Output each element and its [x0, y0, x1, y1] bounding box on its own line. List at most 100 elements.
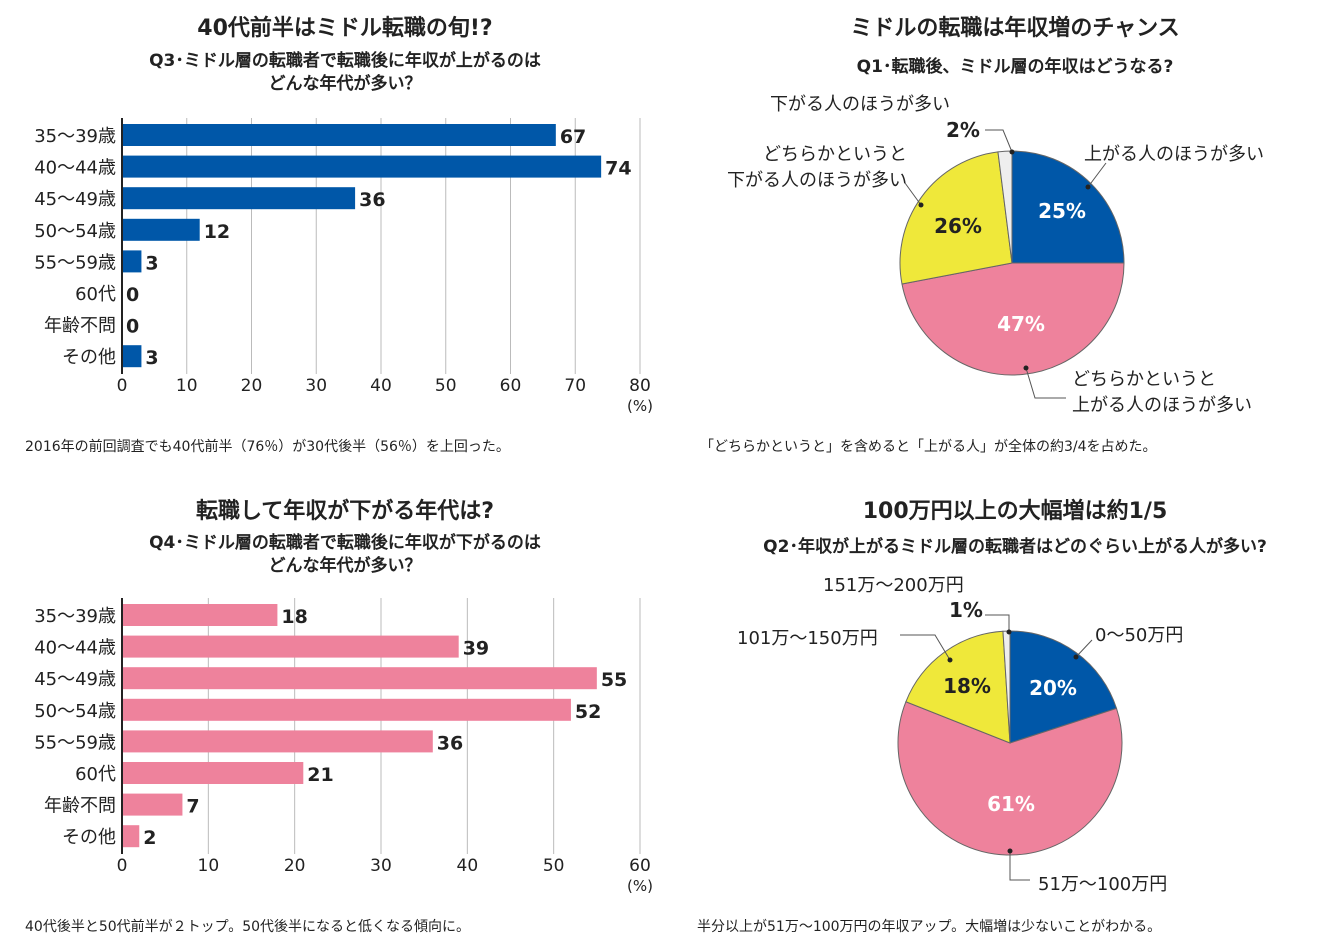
bar: [122, 345, 142, 368]
data-label: 3: [145, 347, 158, 369]
y-tick-label: 60代: [75, 284, 116, 305]
pie-slice: [1009, 630, 1118, 744]
y-tick-label: 35〜39歳: [34, 606, 116, 627]
y-tick-label: その他: [62, 347, 116, 368]
leader-line: [1009, 851, 1030, 881]
y-tick-label: 40〜44歳: [34, 638, 116, 659]
y-tick-label: 40〜44歳: [34, 158, 116, 179]
leader-line: [900, 634, 951, 661]
data-label: 39: [463, 638, 489, 660]
chart4-subtitle: Q2･年収が上がるミドル層の転職者はどのぐらい上がる人が多い?: [763, 537, 1267, 557]
pie2-label-3: 151万〜200万円: [823, 575, 964, 596]
x-tick-label: 30: [305, 376, 327, 396]
pie2-label-0: 0〜50万円: [1095, 625, 1184, 646]
x-tick-label: 60: [629, 856, 651, 876]
y-tick-label: 55〜59歳: [34, 732, 116, 753]
chart1-title: 40代前半はミドル転職の旬!?: [197, 16, 493, 41]
data-label: 3: [145, 252, 158, 274]
data-label: 21: [307, 764, 333, 786]
data-label: 67: [560, 126, 586, 148]
data-label: 36: [437, 732, 463, 754]
slice-value-label: 1%: [949, 598, 983, 622]
x-unit-label: (%): [627, 877, 653, 895]
chart1-subtitle: Q3･ミドル層の転職者で転職後に年収が上がるのは どんな年代が多い？: [149, 51, 541, 94]
pie-slice: [899, 151, 1013, 285]
x-tick-label: 70: [564, 376, 586, 396]
leader-line: [985, 129, 1013, 153]
y-tick-label: 50〜54歳: [34, 701, 116, 722]
data-label: 7: [186, 796, 199, 818]
chart3-subtitle: Q4･ミドル層の転職者で転職後に年収が下がるのは どんな年代が多い？: [149, 533, 541, 576]
pie-slice: [897, 701, 1123, 856]
bar: [122, 667, 597, 690]
pie1-label-1: どちらかというと 上がる人のほうが多い: [1072, 369, 1252, 416]
slice-value-label: 25%: [1038, 199, 1086, 223]
bar: [122, 187, 356, 210]
slice-value-label: 20%: [1029, 676, 1077, 700]
bar: [122, 124, 556, 146]
data-label: 52: [575, 701, 601, 723]
bar: [122, 604, 278, 626]
bar: [122, 793, 183, 816]
slice-value-label: 61%: [987, 792, 1035, 816]
leader-dot: [1073, 654, 1079, 660]
x-tick-label: 40: [370, 376, 392, 396]
data-label: 2: [143, 827, 156, 849]
y-tick-label: 55〜59歳: [34, 252, 116, 273]
slice-value-label: 2%: [946, 118, 980, 142]
chart3-note: 40代後半と50代前半が２トップ。50代後半になると低くなる傾向に。: [25, 919, 471, 935]
x-tick-label: 50: [543, 856, 565, 876]
x-tick-label: 0: [117, 856, 128, 876]
x-tick-label: 50: [435, 376, 457, 396]
data-label: 74: [605, 158, 631, 180]
data-label: 18: [281, 606, 307, 628]
leader-dot: [947, 657, 953, 663]
leader-dot: [1023, 365, 1029, 371]
y-tick-label: 45〜49歳: [34, 189, 116, 210]
y-tick-label: 60代: [75, 764, 116, 785]
bar: [122, 218, 200, 241]
pie1-label-3: 下がる人のほうが多い: [770, 94, 950, 115]
pie-slice: [1011, 150, 1125, 264]
bar: [122, 698, 571, 721]
x-tick-label: 10: [176, 376, 198, 396]
leader-line: [1087, 162, 1107, 188]
x-unit-label: (%): [627, 397, 653, 415]
leader-dot: [918, 202, 924, 208]
bar: [122, 762, 304, 784]
x-tick-label: 20: [284, 856, 306, 876]
data-label: 55: [601, 669, 627, 691]
data-label: 12: [204, 221, 230, 243]
bar: [122, 155, 602, 178]
bar: [122, 635, 459, 658]
bar: [122, 730, 433, 753]
leader-line: [1075, 639, 1093, 658]
slice-value-label: 47%: [997, 312, 1045, 336]
pie2-label-2: 101万〜150万円: [737, 628, 878, 649]
x-tick-label: 60: [500, 376, 522, 396]
pie-slice: [901, 262, 1125, 376]
leader-line: [904, 182, 922, 206]
chart2-note: 「どちらかというと」を含めると「上がる人」が全体の約3/4を占めた。: [700, 439, 1157, 455]
y-tick-label: 年齢不問: [44, 796, 116, 817]
x-tick-label: 40: [457, 856, 479, 876]
y-tick-label: その他: [62, 827, 116, 848]
pie-slice: [905, 630, 1011, 744]
x-tick-label: 10: [198, 856, 220, 876]
bar: [122, 250, 142, 273]
data-label: 0: [126, 316, 139, 338]
leader-line: [1025, 367, 1066, 399]
leader-line: [985, 614, 1010, 632]
chart2-subtitle: Q1･転職後、ミドル層の年収はどうなる?: [856, 57, 1174, 77]
slice-value-label: 26%: [934, 214, 982, 238]
pie1-label-0: 上がる人のほうが多い: [1084, 144, 1264, 165]
bar: [122, 825, 140, 848]
pie2-label-1: 51万〜100万円: [1038, 874, 1168, 895]
y-tick-label: 50〜54歳: [34, 221, 116, 242]
y-tick-label: 35〜39歳: [34, 126, 116, 147]
x-tick-label: 80: [629, 376, 651, 396]
chart1-note: 2016年の前回調査でも40代前半（76％）が30代後半（56％）を上回った。: [25, 439, 510, 455]
x-tick-label: 0: [117, 376, 128, 396]
